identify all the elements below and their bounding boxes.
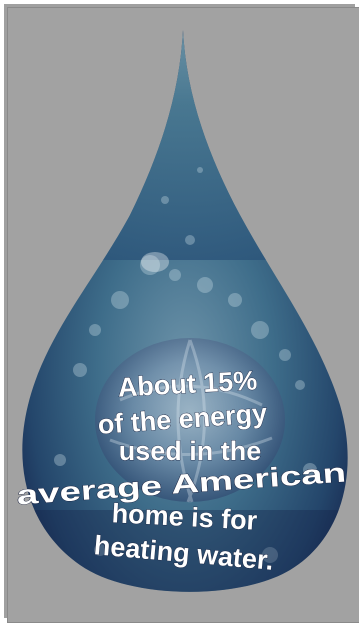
caption-line-5: home is for [111,498,258,536]
caption-line-3: used in the [119,436,262,466]
globe-icon [95,338,285,502]
